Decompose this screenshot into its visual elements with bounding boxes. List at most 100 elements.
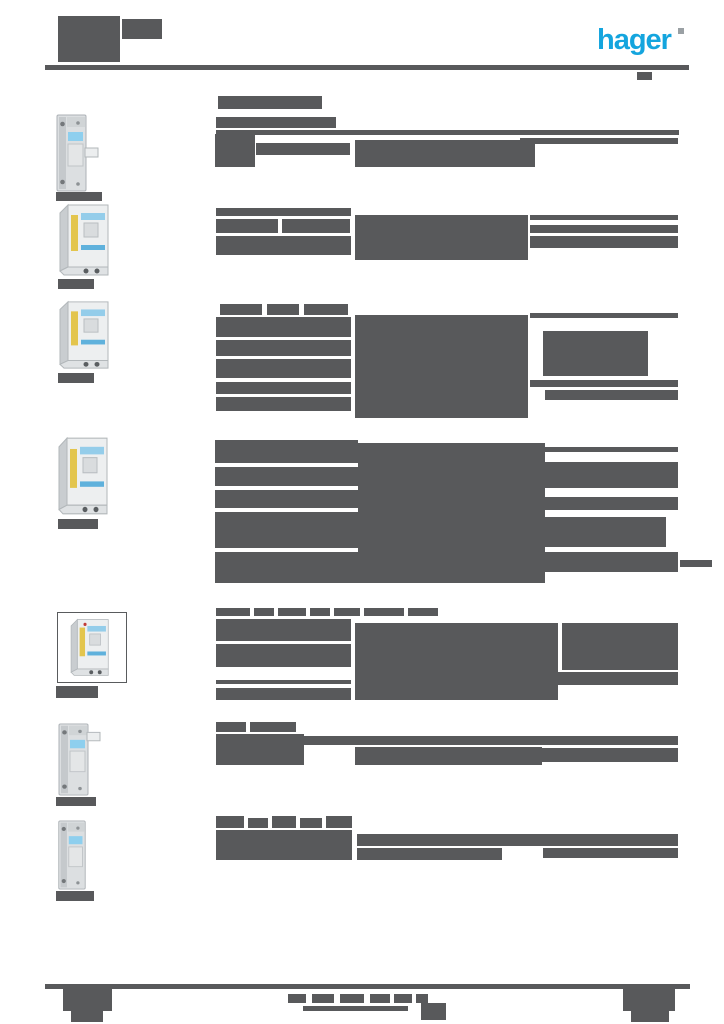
- row-3-text-blob: [304, 304, 348, 315]
- product-5-photo: [57, 612, 127, 683]
- row-5-text-blob: [278, 608, 306, 616]
- product-7-reference-label: [56, 891, 94, 901]
- row-3-text-blob: [530, 380, 678, 387]
- row-6-text-blob: [542, 748, 678, 762]
- product-1-reference-label: [56, 192, 102, 201]
- section-title-blob: [218, 96, 322, 109]
- row-2-text-blob: [530, 236, 678, 248]
- footer-text-blob: [370, 994, 390, 1003]
- row-4-text-blob: [545, 497, 678, 510]
- product-2-photo: [56, 203, 118, 277]
- header-rule-tab: [637, 72, 652, 80]
- row-5-text-blob: [310, 608, 330, 616]
- row-4-text-blob: [215, 512, 358, 548]
- product-6-photo: [56, 723, 102, 796]
- product-7-illustration: [58, 820, 86, 890]
- row-6-text-blob: [300, 736, 678, 745]
- product-3-reference-label: [58, 373, 94, 383]
- footer-right-tab: [631, 1011, 669, 1022]
- row-3-text-blob: [216, 340, 351, 356]
- row-3-text-blob: [216, 359, 351, 378]
- row-5-text-blob: [334, 608, 360, 616]
- product-4-reference-label: [58, 519, 98, 529]
- footer-text-blob: [303, 1006, 408, 1011]
- footer-left-tab: [71, 1011, 103, 1022]
- product-6-illustration: [58, 723, 101, 796]
- row-5-text-blob: [216, 688, 351, 700]
- row-2-text-blob: [216, 208, 351, 216]
- row-5-text-blob: [254, 608, 274, 616]
- product-2-illustration: [59, 203, 109, 276]
- row-5-text-blob: [562, 623, 678, 670]
- row-1-text-blob: [520, 138, 678, 144]
- row-7-text-blob: [248, 818, 268, 828]
- row-4-text-blob: [545, 462, 678, 488]
- row-3-text-blob: [220, 304, 262, 315]
- row-7-text-blob: [543, 848, 678, 858]
- row-5-text-blob: [216, 680, 351, 684]
- row-7-text-blob: [216, 830, 352, 860]
- row-2-text-blob: [216, 236, 351, 255]
- row-4-text-blob: [545, 447, 678, 452]
- row-7-text-blob: [272, 816, 296, 828]
- row-3-text-blob: [543, 331, 648, 376]
- footer-right-tab: [623, 989, 675, 1011]
- row-5-text-blob: [216, 644, 351, 667]
- row-3-text-blob: [545, 390, 678, 400]
- row-2-text-blob: [530, 225, 678, 233]
- page-title-blob: [58, 16, 120, 62]
- row-4-text-blob: [545, 552, 678, 572]
- footer-text-blob: [288, 994, 306, 1003]
- row-3-text-blob: [216, 382, 351, 394]
- row-5-text-blob: [216, 608, 250, 616]
- product-3-photo: [56, 300, 118, 370]
- footer-text-blob: [312, 994, 334, 1003]
- row-1-text-blob: [216, 117, 336, 128]
- row-4-text-blob: [215, 467, 358, 486]
- row-5-text-blob: [528, 672, 678, 685]
- hager-logo: hager: [597, 24, 672, 56]
- row-3-text-blob: [530, 313, 678, 318]
- product-4-photo: [55, 436, 117, 516]
- row-7-text-blob: [300, 818, 322, 828]
- footer-text-blob: [394, 994, 412, 1003]
- row-6-text-blob: [355, 747, 542, 765]
- row-4-text-blob: [215, 552, 358, 583]
- row-3-text-blob: [355, 315, 528, 418]
- row-1-text-blob: [216, 130, 679, 135]
- row-6-text-blob: [216, 734, 304, 765]
- row-6-text-blob: [216, 722, 246, 732]
- row-5-text-blob: [355, 623, 558, 700]
- row-1-text-blob: [215, 134, 255, 167]
- row-4-text-blob: [358, 443, 545, 583]
- product-7-photo: [56, 820, 98, 890]
- row-4-text-blob: [215, 440, 358, 463]
- row-4-text-blob: [215, 490, 358, 508]
- product-1-illustration: [56, 114, 99, 192]
- footer-left-tab: [63, 989, 112, 1011]
- row-2-text-blob: [530, 215, 678, 220]
- footer-rule: [45, 984, 690, 989]
- row-3-text-blob: [267, 304, 299, 315]
- row-7-text-blob: [216, 816, 244, 828]
- logo-square: [678, 28, 684, 34]
- row-1-text-blob: [355, 140, 535, 167]
- product-1-photo: [54, 114, 100, 192]
- row-7-text-blob: [357, 834, 678, 846]
- row-1-text-blob: [256, 143, 350, 155]
- footer-text-blob: [340, 994, 364, 1003]
- product-5-reference-label: [56, 686, 98, 698]
- product-2-reference-label: [58, 279, 94, 289]
- product-6-reference-label: [56, 797, 96, 806]
- row-5-text-blob: [216, 619, 351, 641]
- product-3-illustration: [59, 300, 109, 369]
- row-3-text-blob: [216, 397, 351, 411]
- row-7-text-blob: [357, 848, 502, 860]
- footer-text-blob: [416, 994, 428, 1003]
- footer-text-blob: [421, 1003, 446, 1020]
- row-2-text-blob: [355, 215, 528, 260]
- row-6-text-blob: [250, 722, 296, 732]
- row-2-text-blob: [282, 219, 350, 233]
- row-7-text-blob: [326, 816, 352, 828]
